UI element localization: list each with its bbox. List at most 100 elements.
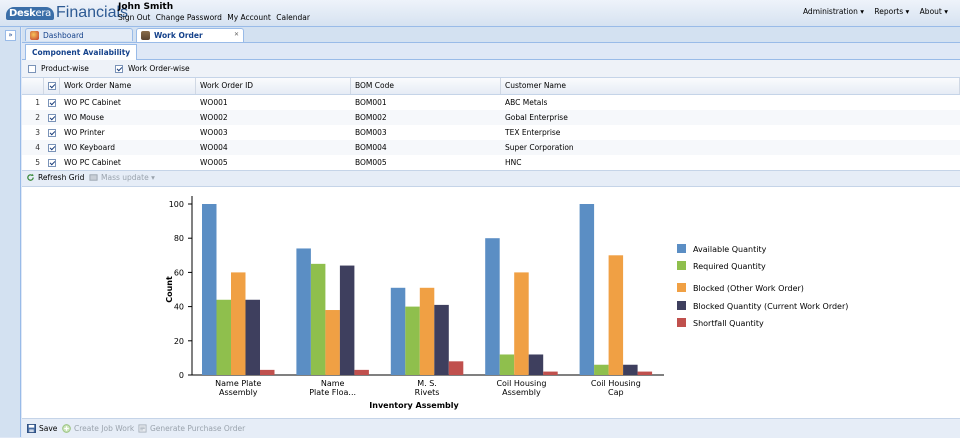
bar [339, 265, 355, 375]
purchase-order-icon [138, 424, 147, 433]
table-row[interactable]: 5 WO PC Cabinet WO005 BOM005 HNC [22, 155, 960, 171]
work-order-name-cell: WO PC Cabinet [64, 98, 121, 107]
work-order-name-cell: WO Keyboard [64, 143, 115, 152]
x-tick-label: Coil Housing [496, 379, 546, 388]
my-account-link[interactable]: My Account [227, 13, 271, 22]
row-number: 3 [35, 128, 40, 137]
calendar-link[interactable]: Calendar [276, 13, 310, 22]
bar [637, 371, 653, 375]
y-axis-label: Count [165, 276, 174, 303]
reports-menu[interactable]: Reports ▾ [874, 7, 910, 16]
legend-swatch [677, 318, 686, 327]
app-title: Financials [56, 4, 129, 21]
top-header: Deskera Financials John Smith Sign Out C… [0, 0, 960, 27]
x-tick-label: Cap [608, 388, 624, 397]
x-tick-label: Coil Housing [591, 379, 641, 388]
bom-code-cell: BOM002 [355, 113, 387, 122]
work-order-name-cell: WO PC Cabinet [64, 158, 121, 167]
bar [623, 364, 638, 375]
customer-name-cell: TEX Enterprise [505, 128, 561, 137]
about-menu[interactable]: About ▾ [919, 7, 948, 16]
expand-panel-icon[interactable]: » [5, 30, 16, 41]
bom-code-cell: BOM003 [355, 128, 387, 137]
bottom-toolbar: Save Create Job Work Generate Purchase O… [22, 418, 960, 438]
bar [434, 304, 449, 375]
legend-swatch [677, 283, 686, 292]
row-checkbox[interactable] [48, 99, 56, 107]
mass-update-icon [89, 174, 98, 181]
col-header-name[interactable]: Work Order Name [60, 78, 196, 94]
table-row[interactable]: 2 WO Mouse WO002 BOM002 Gobal Enterprise [22, 110, 960, 126]
select-all-cell [44, 78, 60, 94]
legend-swatch [677, 261, 686, 270]
legend-label: Blocked Quantity (Current Work Order) [693, 302, 848, 311]
row-checkbox[interactable] [48, 114, 56, 122]
row-number: 1 [35, 98, 40, 107]
bar [405, 306, 420, 375]
tab-work-order[interactable]: Work Order ✕ [136, 28, 244, 42]
x-tick-label: M. S. [417, 379, 437, 388]
create-job-work-button[interactable]: Create Job Work [62, 424, 134, 433]
row-checkbox[interactable] [48, 129, 56, 137]
product-wise-option[interactable]: Product-wise [28, 64, 89, 73]
work-order-id-cell: WO005 [200, 158, 228, 167]
save-button[interactable]: Save [27, 424, 57, 433]
legend-label: Available Quantity [693, 245, 767, 254]
change-password-link[interactable]: Change Password [155, 13, 222, 22]
row-number: 2 [35, 113, 40, 122]
select-all-checkbox[interactable] [48, 82, 56, 90]
user-info: John Smith Sign Out Change Password My A… [118, 2, 313, 22]
sign-out-link[interactable]: Sign Out [118, 13, 151, 22]
add-icon [62, 424, 71, 433]
x-tick-label: Name [321, 379, 345, 388]
table-row[interactable]: 1 WO PC Cabinet WO001 BOM001 ABC Metals [22, 95, 960, 111]
bom-code-cell: BOM001 [355, 98, 387, 107]
col-header-id[interactable]: Work Order ID [196, 78, 351, 94]
logo-mark: Deskera [6, 6, 54, 20]
customer-name-cell: Super Corporation [505, 143, 574, 152]
x-tick-label: Assembly [219, 388, 258, 397]
save-icon [27, 424, 36, 433]
close-tab-icon[interactable]: ✕ [233, 31, 240, 38]
bom-code-cell: BOM005 [355, 158, 387, 167]
mass-update-button[interactable]: Mass update ▾ [89, 173, 155, 182]
y-tick-label: 60 [174, 268, 184, 277]
customer-name-cell: Gobal Enterprise [505, 113, 568, 122]
work-order-name-cell: WO Printer [64, 128, 105, 137]
x-axis-label: Inventory Assembly [369, 401, 459, 410]
tab-component-availability[interactable]: Component Availability [25, 44, 138, 60]
sub-tabs: Component Availability [22, 43, 960, 60]
table-row[interactable]: 3 WO Printer WO003 BOM003 TEX Enterprise [22, 125, 960, 141]
grid-header: Work Order Name Work Order ID BOM Code C… [22, 78, 960, 95]
bar [579, 204, 595, 375]
tab-dashboard[interactable]: Dashboard [25, 28, 133, 41]
refresh-grid-button[interactable]: Refresh Grid [26, 173, 84, 182]
col-header-customer[interactable]: Customer Name [501, 78, 960, 94]
work-order-wise-option[interactable]: Work Order-wise [115, 64, 190, 73]
col-header-bom[interactable]: BOM Code [351, 78, 501, 94]
legend-swatch [677, 244, 686, 253]
work-order-id-cell: WO004 [200, 143, 228, 152]
x-tick-label: Plate Floa... [309, 388, 356, 397]
refresh-icon [27, 173, 34, 181]
row-checkbox[interactable] [48, 159, 56, 167]
bar [514, 272, 529, 375]
work-order-id-cell: WO002 [200, 113, 228, 122]
row-number: 4 [35, 143, 40, 152]
bar [608, 255, 624, 375]
administration-menu[interactable]: Administration ▾ [802, 7, 864, 16]
table-row[interactable]: 4 WO Keyboard WO004 BOM004 Super Corporation [22, 140, 960, 156]
y-tick-label: 20 [174, 337, 184, 346]
collapsed-west-panel: » [0, 27, 21, 437]
main-tabs: Dashboard Work Order ✕ [22, 27, 960, 43]
bar [202, 204, 217, 375]
bar [231, 272, 246, 375]
generate-purchase-order-button[interactable]: Generate Purchase Order [138, 424, 245, 433]
row-checkbox[interactable] [48, 144, 56, 152]
bar [419, 287, 435, 375]
x-tick-label: Assembly [502, 388, 541, 397]
product-wise-checkbox[interactable] [28, 64, 36, 73]
bar [260, 369, 275, 375]
work-order-wise-checkbox[interactable] [115, 64, 123, 73]
